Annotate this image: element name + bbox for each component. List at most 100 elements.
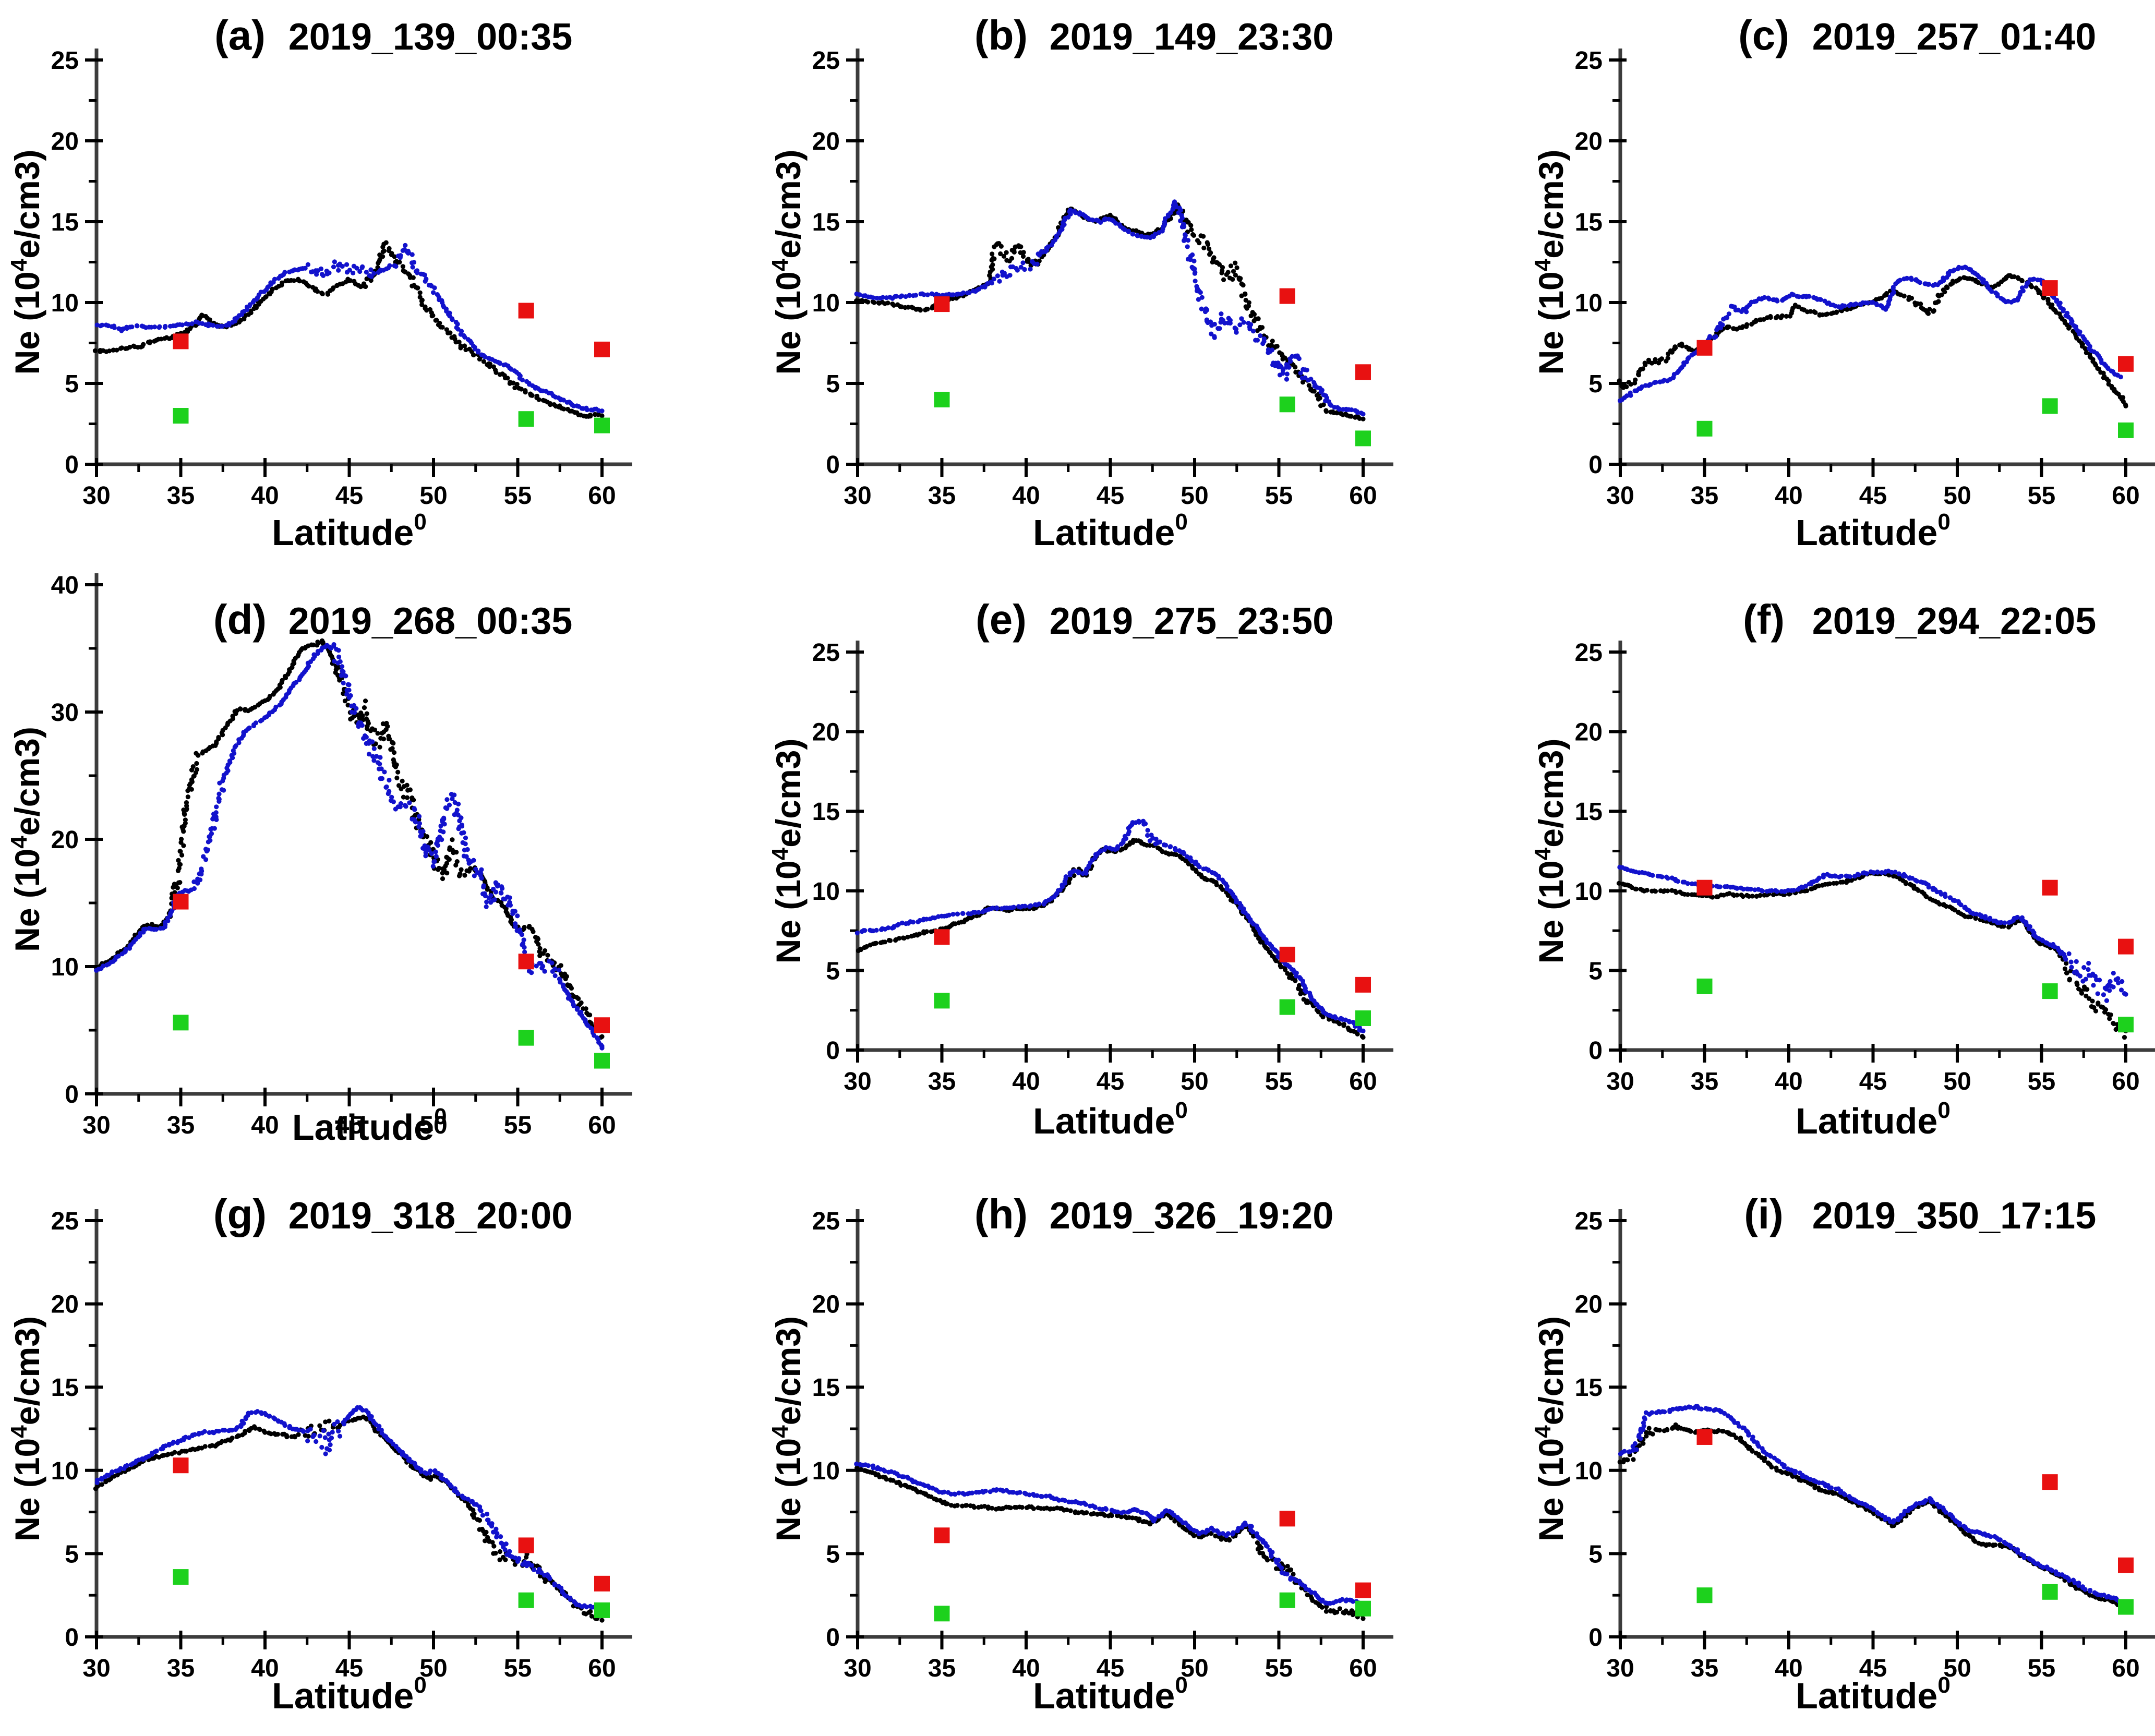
panel-i-green-squares bbox=[1696, 1584, 2134, 1615]
panel-i-black-trace bbox=[1617, 1422, 2128, 1610]
panel-g-label: (g) bbox=[213, 1191, 267, 1237]
panel-f: 2019_294_22:05 30 35 40 45 50 55 60 0 5 10 15 20 25 (f… bbox=[1437, 563, 2155, 1142]
panel-g-ytick-10: 10 bbox=[51, 1457, 79, 1485]
panel-a-xtick-60: 60 bbox=[588, 482, 616, 510]
panel-e-xlabel: Latitude0 bbox=[1033, 1098, 1188, 1141]
panel-i-xtick-55: 55 bbox=[2028, 1655, 2055, 1682]
panel-d-xtick-40: 40 bbox=[251, 1112, 279, 1139]
panel-a-title: 2019_139_00:35 bbox=[288, 16, 573, 58]
panel-b-ytick-5: 5 bbox=[826, 370, 840, 398]
panel-a-ytick-25: 25 bbox=[51, 47, 79, 75]
panel-b-label: (b) bbox=[974, 12, 1028, 58]
panel-h-xtick-55: 55 bbox=[1265, 1655, 1293, 1682]
panel-b: 2019_149_23:30 30 35 40 45 50 55 60 0 5 10 15 20 25 (b… bbox=[718, 0, 1437, 563]
panel-f-xtick-40: 40 bbox=[1775, 1068, 1802, 1095]
panel-c-green-squares bbox=[1696, 398, 2134, 438]
panel-a: 2019_139_00:35 30 35 40 45 50 55 60 0 5 10 15 20 25 (a… bbox=[0, 0, 718, 563]
panel-i-xtick-30: 30 bbox=[1606, 1655, 1634, 1682]
panel-i: 2019_350_17:15 30 35 40 45 50 55 60 0 5 10 15 20 25 (i… bbox=[1437, 1142, 2155, 1736]
panel-a-ytick-20: 20 bbox=[51, 128, 79, 155]
panel-c-ytick-20: 20 bbox=[1575, 128, 1603, 155]
panel-f-xtick-60: 60 bbox=[2112, 1068, 2139, 1095]
panel-i-ytick-5: 5 bbox=[1588, 1540, 1603, 1568]
panel-i-xtick-60: 60 bbox=[2112, 1655, 2139, 1682]
panel-g-ytick-15: 15 bbox=[51, 1374, 79, 1402]
panel-e-ytick-0: 0 bbox=[826, 1037, 840, 1065]
panel-a-red-squares bbox=[173, 303, 610, 357]
panel-h-chart: 30 35 40 45 50 55 60 0 5 10 15 20 25 (h) 2019_326_19:2… bbox=[767, 1191, 1393, 1716]
panel-h-ytick-20: 20 bbox=[812, 1291, 840, 1319]
panel-h: 2019_326_19:20 30 35 40 45 50 55 60 0 5 10 15 20 25 (h… bbox=[718, 1142, 1437, 1736]
panel-a-label: (a) bbox=[214, 12, 266, 58]
panel-c-ytick-5: 5 bbox=[1588, 370, 1603, 398]
panel-i-ytick-25: 25 bbox=[1575, 1208, 1603, 1235]
panel-i-title: 2019_350_17:15 bbox=[1812, 1195, 2097, 1237]
panel-h-ytick-15: 15 bbox=[812, 1374, 840, 1402]
panel-a-xtick-35: 35 bbox=[167, 482, 195, 510]
panel-b-xtick-55: 55 bbox=[1265, 482, 1293, 510]
panel-e-green-squares bbox=[934, 993, 1371, 1026]
panel-a-xlabel: Latitude0 bbox=[272, 509, 427, 553]
panel-f-title: 2019_294_22:05 bbox=[1812, 600, 2097, 642]
panel-i-xlabel: Latitude0 bbox=[1796, 1672, 1951, 1716]
panel-i-ytick-15: 15 bbox=[1575, 1374, 1603, 1402]
panel-g-chart: 30 35 40 45 50 55 60 0 5 10 15 20 25 (g) 2019_318_20:0… bbox=[6, 1191, 632, 1716]
panel-h-title: 2019_326_19:20 bbox=[1050, 1195, 1334, 1237]
panel-d-xtick-35: 35 bbox=[167, 1112, 195, 1139]
panel-a-xtick-45: 45 bbox=[335, 482, 363, 510]
panel-f-red-squares bbox=[1696, 879, 2134, 955]
panel-d-ytick-0: 0 bbox=[65, 1081, 79, 1108]
panel-e-ytick-15: 15 bbox=[812, 798, 840, 826]
panel-a-black-trace bbox=[92, 240, 605, 419]
panel-a-xtick-50: 50 bbox=[419, 482, 447, 510]
panel-b-xtick-60: 60 bbox=[1349, 482, 1377, 510]
panel-f-xtick-35: 35 bbox=[1691, 1068, 1718, 1095]
panel-c-chart: 30 35 40 45 50 55 60 0 5 10 15 20 25 (c) 2019_257_01:4… bbox=[1530, 12, 2155, 553]
panel-e-xtick-35: 35 bbox=[928, 1068, 956, 1095]
panel-i-label: (i) bbox=[1744, 1191, 1784, 1237]
panel-c-ytick-10: 10 bbox=[1575, 290, 1603, 317]
panel-h-ytick-10: 10 bbox=[812, 1457, 840, 1485]
panel-a-xtick-40: 40 bbox=[251, 482, 279, 510]
panel-a-blue-trace bbox=[94, 243, 605, 414]
panel-c-xtick-40: 40 bbox=[1775, 482, 1802, 510]
panel-c-xtick-60: 60 bbox=[2112, 482, 2139, 510]
panel-d-label: (d) bbox=[213, 596, 267, 643]
panel-h-xtick-35: 35 bbox=[928, 1655, 956, 1682]
panel-d-red-squares bbox=[173, 894, 610, 1033]
panel-i-xtick-45: 45 bbox=[1859, 1655, 1887, 1682]
panel-g-xtick-60: 60 bbox=[588, 1655, 616, 1682]
panel-h-xtick-40: 40 bbox=[1012, 1655, 1040, 1682]
panel-e-xtick-60: 60 bbox=[1349, 1068, 1377, 1095]
panel-e: 2019_275_23:50 30 35 40 45 50 55 60 0 5 10 15 20 25 (e… bbox=[718, 563, 1437, 1142]
panel-b-ytick-0: 0 bbox=[826, 451, 840, 479]
panel-c-ytick-0: 0 bbox=[1588, 451, 1603, 479]
panel-g-ylabel: Ne (104e/cm3) bbox=[6, 1316, 46, 1541]
panel-g-ytick-0: 0 bbox=[65, 1624, 79, 1651]
panel-b-green-squares bbox=[934, 392, 1371, 447]
panel-e-ytick-25: 25 bbox=[812, 639, 840, 667]
panel-c-xlabel: Latitude0 bbox=[1796, 509, 1951, 553]
panel-f-xtick-50: 50 bbox=[1943, 1068, 1971, 1095]
panel-f-ytick-5: 5 bbox=[1588, 957, 1603, 985]
panel-e-title: 2019_275_23:50 bbox=[1050, 600, 1334, 642]
panel-i-red-squares bbox=[1696, 1429, 2134, 1573]
panel-c-xtick-50: 50 bbox=[1943, 482, 1971, 510]
panel-g-ytick-5: 5 bbox=[65, 1540, 79, 1568]
panel-d-xtick-55: 55 bbox=[504, 1112, 532, 1139]
panel-i-ytick-0: 0 bbox=[1588, 1624, 1603, 1651]
panel-f-xtick-30: 30 bbox=[1606, 1068, 1634, 1095]
panel-f-ytick-10: 10 bbox=[1575, 878, 1603, 906]
panel-f-xtick-45: 45 bbox=[1859, 1068, 1887, 1095]
panel-c-ytick-15: 15 bbox=[1575, 209, 1603, 236]
panel-h-ytick-5: 5 bbox=[826, 1540, 840, 1568]
panel-e-blue-trace bbox=[854, 818, 1366, 1033]
panel-c-label: (c) bbox=[1738, 12, 1789, 58]
panel-e-xtick-30: 30 bbox=[844, 1068, 871, 1095]
panel-i-xtick-40: 40 bbox=[1775, 1655, 1802, 1682]
panel-d-ytick-30: 30 bbox=[51, 699, 79, 727]
panel-g-title: 2019_318_20:00 bbox=[288, 1195, 573, 1237]
panel-b-ytick-15: 15 bbox=[812, 209, 840, 236]
panel-b-ylabel: Ne (104e/cm3) bbox=[767, 150, 808, 375]
panel-h-xtick-50: 50 bbox=[1181, 1655, 1208, 1682]
